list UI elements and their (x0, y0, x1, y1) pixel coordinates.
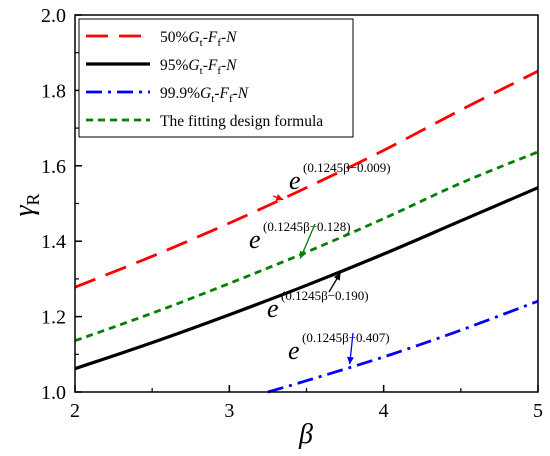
series-line-3 (74, 150, 539, 343)
legend: 50%Gt-Ff-N 95%Gt-Ff-N 99.9%Gt-Ff-N The fitt… (78, 18, 354, 138)
y-axis-subscript: R (23, 193, 43, 205)
annotation-base: e (267, 294, 279, 323)
annotation-base: e (289, 166, 301, 195)
legend-label-1: 95%Gt-Ff-N (160, 57, 238, 77)
x-tick-label: 4 (379, 400, 389, 422)
series-line-1 (74, 186, 539, 371)
annotation-base: e (288, 336, 300, 365)
series-line-0 (74, 69, 539, 289)
data-marks (74, 69, 539, 394)
annotation-arrowhead-0 (275, 194, 284, 201)
svg-text:γR: γR (9, 193, 43, 216)
x-tick-label: 5 (533, 400, 543, 422)
x-axis-title: β (298, 419, 313, 450)
legend-label-0: 50%Gt-Ff-N (160, 29, 238, 49)
annotation-2: e (0.1245β−0.190) (267, 272, 369, 323)
legend-box (78, 18, 354, 138)
annotation-exponent: (0.1245β−0.407) (302, 330, 390, 345)
annotation-3: e (0.1245β−0.407) (288, 330, 390, 365)
y-tick-label: 1.2 (41, 307, 66, 329)
y-tick-label: 1.4 (41, 231, 66, 253)
annotation-exponent: (0.1245β−0.128) (263, 219, 351, 234)
series-line-2 (267, 299, 539, 394)
y-tick-label: 2.0 (41, 5, 66, 27)
y-tick-label: 1.0 (41, 382, 66, 404)
x-tick-label: 2 (70, 400, 80, 422)
annotation-arrowhead-3 (346, 356, 354, 365)
x-tick-label: 3 (224, 400, 234, 422)
annotation-exponent: (0.1245β−0.190) (281, 288, 369, 303)
y-tick-label: 1.6 (41, 156, 66, 178)
legend-label-3: The fitting design formula (160, 113, 323, 130)
annotation-0: e (0.1245β−0.009) (272, 160, 391, 201)
annotation-base: e (249, 225, 261, 254)
annotation-1: e (0.1245β−0.128) (249, 219, 351, 259)
annotations: e (0.1245β−0.009)e (0.1245β−0.128)e (0.1245… (249, 160, 391, 365)
annotation-arrowhead-1 (299, 250, 307, 259)
legend-label-2: 99.9%Gt-Ff-N (160, 85, 250, 105)
annotation-arrowhead-2 (333, 272, 341, 281)
y-axis-symbol: γ (9, 205, 40, 217)
y-tick-label: 1.8 (41, 80, 66, 102)
annotation-exponent: (0.1245β−0.009) (303, 160, 391, 175)
y-axis-title: γR (9, 193, 43, 216)
